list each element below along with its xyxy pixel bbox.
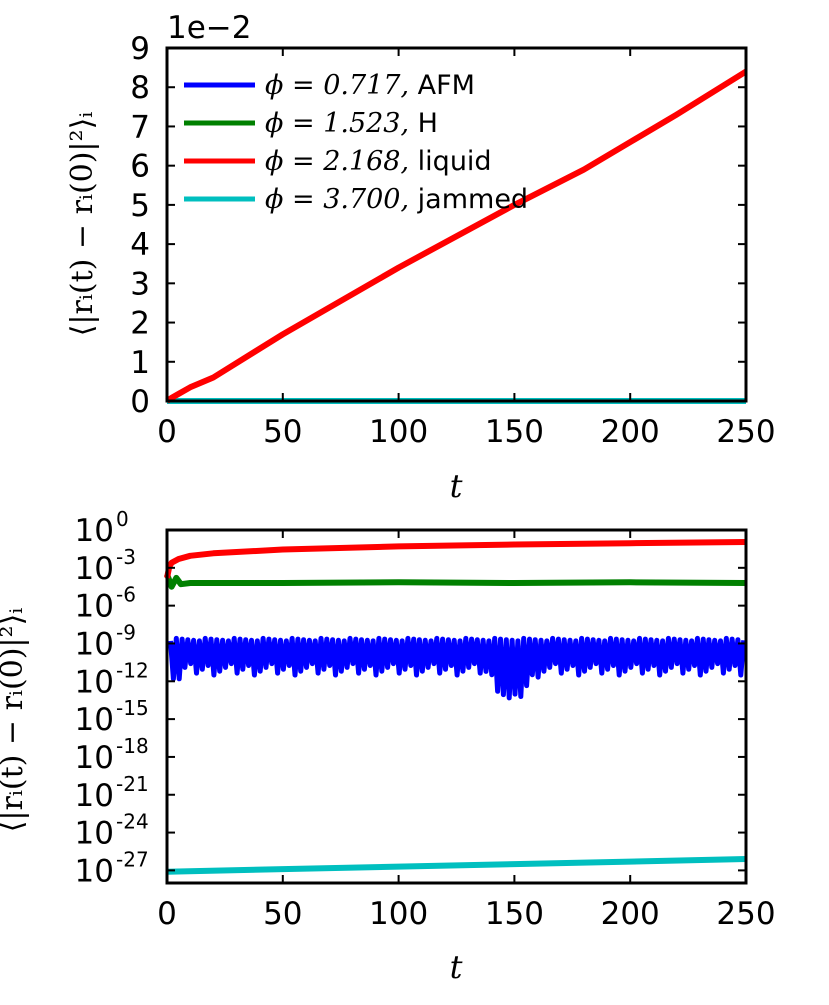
bottom-series-line-h bbox=[164, 573, 747, 590]
legend-name-afm: AFM bbox=[418, 70, 475, 101]
legend-label-h: ϕ = 1.523, H bbox=[265, 108, 438, 139]
top-x-tick-label: 150 bbox=[485, 414, 544, 450]
bottom-y-tick-label-exponent: -12 bbox=[116, 658, 149, 682]
top-y-tick-label: 1 bbox=[130, 345, 150, 381]
bottom-x-tick-label: 250 bbox=[716, 896, 775, 932]
legend-phi-liquid: ϕ = 2.168, bbox=[265, 146, 409, 177]
top-y-tick-label: 8 bbox=[130, 70, 150, 106]
legend-label-liquid: ϕ = 2.168, liquid bbox=[265, 146, 492, 177]
bottom-y-tick-label-base: 10 bbox=[75, 513, 114, 549]
legend-phi-h: ϕ = 1.523, bbox=[265, 108, 409, 139]
top-y-tick-label: 3 bbox=[130, 266, 150, 302]
legend-label-jammed: ϕ = 3.700, jammed bbox=[265, 184, 528, 215]
top-y-tick-label: 5 bbox=[130, 188, 150, 224]
bottom-y-tick-label-exponent: -18 bbox=[116, 734, 149, 758]
top-series-line-liquid bbox=[165, 68, 748, 404]
bottom-y-tick-label-base: 10 bbox=[75, 626, 114, 662]
legend-label-afm: ϕ = 0.717, AFM bbox=[265, 70, 475, 101]
top-y-axis-label: ⟨|rᵢ(t) − rᵢ(0)|²⟩ᵢ bbox=[65, 112, 100, 337]
bottom-y-tick-label-exponent: -6 bbox=[116, 583, 136, 607]
top-legend: ϕ = 0.717, AFM ϕ = 1.523, H ϕ = 2.168, l… bbox=[184, 70, 528, 215]
bottom-y-tick-label-base: 10 bbox=[75, 778, 114, 814]
bottom-y-tick-label-base: 10 bbox=[75, 816, 114, 852]
legend-phi-afm: ϕ = 0.717, bbox=[265, 70, 409, 101]
top-y-tick-label: 0 bbox=[130, 384, 150, 420]
bottom-x-tick-label: 100 bbox=[369, 896, 428, 932]
bottom-y-tick-label-exponent: -3 bbox=[116, 545, 136, 569]
bottom-y-tick-label-base: 10 bbox=[75, 589, 114, 625]
top-y-tick-label: 4 bbox=[130, 227, 150, 263]
legend-name-jammed: jammed bbox=[417, 184, 528, 215]
top-x-tick-label: 200 bbox=[601, 414, 660, 450]
top-x-tick-label: 0 bbox=[157, 414, 177, 450]
bottom-series-line-afm bbox=[168, 635, 747, 701]
bottom-x-tick-label: 0 bbox=[157, 896, 177, 932]
bottom-series-line-jammed bbox=[166, 856, 747, 875]
bottom-y-tick-label-base: 10 bbox=[75, 740, 114, 776]
bottom-y-tick-label-exponent: -27 bbox=[116, 847, 149, 871]
top-axes-frame bbox=[165, 46, 748, 403]
bottom-x-tick-label: 200 bbox=[601, 896, 660, 932]
top-y-tick-label: 6 bbox=[130, 149, 150, 185]
bottom-y-tick-label-base: 10 bbox=[75, 664, 114, 700]
top-offset-label: 1e−2 bbox=[167, 10, 252, 46]
bottom-y-tick-label-exponent: -21 bbox=[116, 772, 149, 796]
bottom-y-tick-label-exponent: 0 bbox=[116, 507, 129, 531]
top-x-axis-label: t bbox=[450, 467, 463, 505]
top-x-tick-label: 250 bbox=[716, 414, 775, 450]
bottom-series-group bbox=[164, 539, 747, 875]
bottom-y-tick-label-exponent: -15 bbox=[116, 696, 149, 720]
top-y-tick-label: 2 bbox=[130, 306, 150, 342]
bottom-y-tick-label-exponent: -9 bbox=[116, 620, 136, 644]
bottom-x-axis-label: t bbox=[450, 948, 463, 986]
bottom-y-tick-label-base: 10 bbox=[75, 702, 114, 738]
bottom-y-axis-label: ⟨|rᵢ(t) − rᵢ(0)|²⟩ᵢ bbox=[0, 608, 30, 833]
bottom-y-tick-label-base: 10 bbox=[75, 853, 114, 889]
bottom-y-tick-label-base: 10 bbox=[75, 551, 114, 587]
top-y-tick-label: 9 bbox=[130, 31, 150, 67]
top-y-tick-label: 7 bbox=[130, 109, 150, 145]
top-x-tick-label: 50 bbox=[263, 414, 302, 450]
legend-phi-jammed: ϕ = 3.700, bbox=[265, 184, 409, 215]
bottom-x-tick-label: 50 bbox=[263, 896, 302, 932]
bottom-axes-frame bbox=[165, 528, 748, 885]
bottom-series-line-liquid bbox=[164, 539, 747, 579]
bottom-y-tick-label-exponent: -24 bbox=[116, 810, 149, 834]
top-x-tick-label: 100 bbox=[369, 414, 428, 450]
legend-name-h: H bbox=[418, 108, 438, 139]
bottom-x-tick-label: 150 bbox=[485, 896, 544, 932]
legend-name-liquid: liquid bbox=[418, 146, 492, 177]
